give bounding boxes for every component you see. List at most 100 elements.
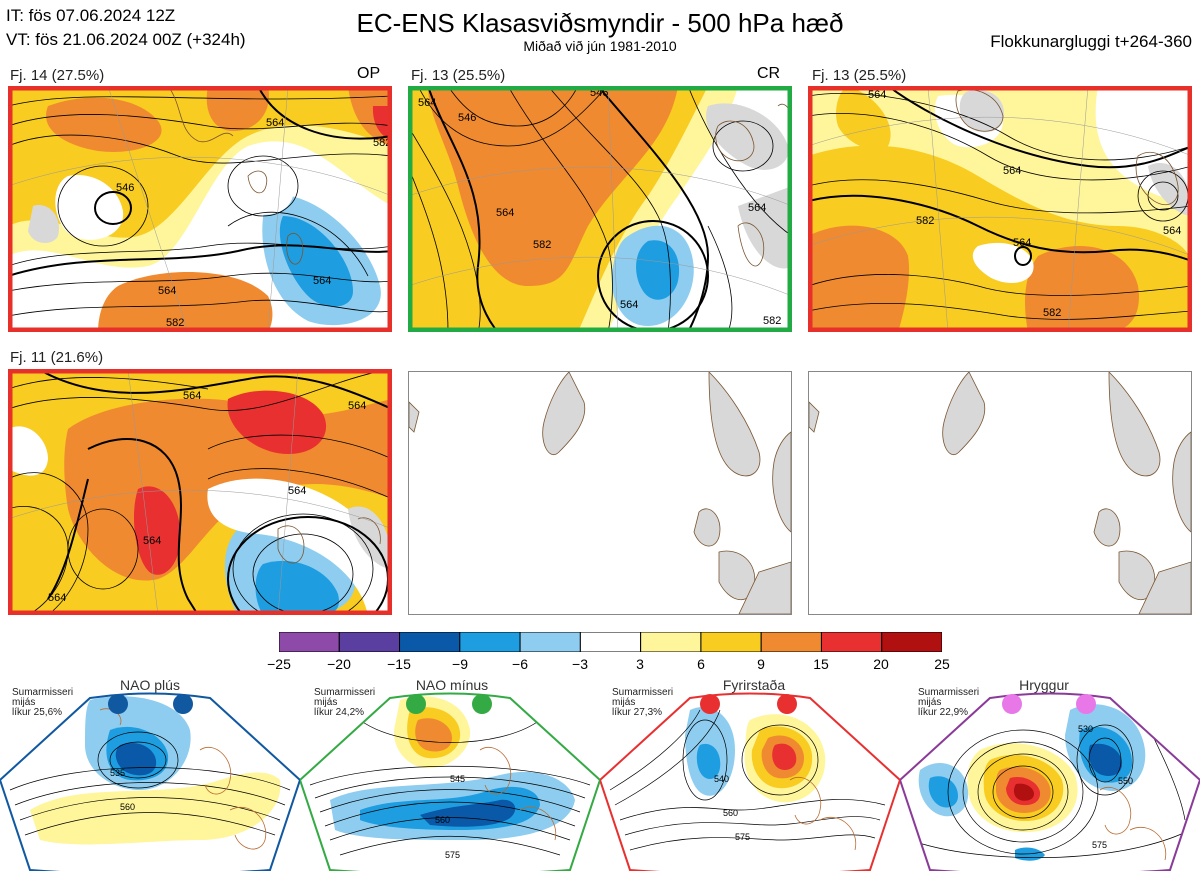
empty-map-2-svg bbox=[809, 372, 1191, 614]
regime-marker bbox=[1002, 694, 1022, 714]
contour-label: 560 bbox=[435, 815, 450, 825]
page-title: EC-ENS Klasasviðsmyndir - 500 hPa hæð bbox=[356, 8, 844, 38]
cluster-frame bbox=[808, 86, 1192, 332]
contour-label: 564 bbox=[1003, 165, 1021, 177]
colorbar-tick: −25 bbox=[267, 656, 291, 672]
colorbar-segment bbox=[820, 631, 883, 653]
regime-marker bbox=[777, 694, 797, 714]
contour-label: 564 bbox=[496, 207, 514, 219]
cluster-map-3-svg: 564 582 564 582 564 564 bbox=[808, 86, 1192, 332]
contour-label: 564 bbox=[313, 275, 331, 287]
colorbar-segment bbox=[338, 631, 401, 653]
regime-2-note: Sumarmisseri mijás líkur 24,2% bbox=[314, 687, 376, 718]
cluster-frame bbox=[8, 86, 392, 332]
regime-map-nao-minus: 545 560 575 bbox=[300, 692, 600, 871]
regime-4-name: Hryggur bbox=[1019, 677, 1069, 693]
regime-marker bbox=[700, 694, 720, 714]
regime-4-note: Sumarmisseri mijás líkur 22,9% bbox=[918, 687, 980, 718]
colorbar-svg bbox=[278, 631, 943, 653]
colorbar-tick: 15 bbox=[813, 656, 829, 672]
regime-1-note: Sumarmisseri mijás líkur 25,6% bbox=[12, 687, 74, 718]
colorbar-segment bbox=[278, 631, 340, 653]
contour-label: 530 bbox=[1078, 724, 1093, 734]
contour-label: 582 bbox=[916, 215, 934, 227]
cluster-map-4: 564 564 564 564 564 bbox=[8, 369, 392, 615]
colorbar-segment bbox=[459, 631, 521, 653]
contour-label: 564 bbox=[158, 285, 176, 297]
cluster-map-3: 564 582 564 582 564 564 bbox=[808, 86, 1192, 332]
colorbar-tick: −6 bbox=[512, 656, 528, 672]
contour-label: 550 bbox=[1118, 776, 1133, 786]
contour-label: 564 bbox=[48, 592, 66, 604]
contour-label: 582 bbox=[763, 315, 781, 327]
colorbar-tick: 20 bbox=[873, 656, 889, 672]
contour-label: 564 bbox=[348, 400, 366, 412]
cluster-map-1-svg: 546 564 564 582 564 582 bbox=[8, 86, 392, 332]
contour-label: 545 bbox=[450, 774, 465, 784]
contour-label: 564 bbox=[266, 117, 284, 129]
colorbar-segment bbox=[881, 631, 943, 653]
panel-1-tag: OP bbox=[357, 65, 381, 82]
contour-label: 540 bbox=[714, 774, 729, 784]
panel-3-label: Fj. 13 (25.5%) bbox=[812, 67, 907, 84]
empty-map-1 bbox=[408, 371, 792, 615]
contour-label: 564 bbox=[143, 535, 161, 547]
contour-label: 582 bbox=[373, 137, 391, 149]
contour-label: 582 bbox=[166, 317, 184, 329]
contour-label: 546 bbox=[458, 112, 476, 124]
regime-map-nao-plus: 535 560 bbox=[0, 692, 300, 871]
colorbar-segment bbox=[700, 631, 762, 653]
regime-marker bbox=[472, 694, 492, 714]
colorbar-segment bbox=[399, 631, 461, 653]
contour-label: 575 bbox=[1092, 840, 1107, 850]
colorbar-segment bbox=[760, 631, 822, 653]
classification-window: Flokkunargluggi t+264-360 bbox=[990, 32, 1192, 51]
colorbar-tick: 25 bbox=[934, 656, 950, 672]
regime-3-note: Sumarmisseri mijás líkur 27,3% bbox=[612, 687, 674, 718]
contour-label: 575 bbox=[735, 832, 750, 842]
empty-map-2 bbox=[808, 371, 1192, 615]
regime-marker bbox=[406, 694, 426, 714]
colorbar-tick: 9 bbox=[757, 656, 765, 672]
colorbar-segment bbox=[640, 631, 702, 653]
contour-label: 564 bbox=[183, 390, 201, 402]
regime-2-name: NAO mínus bbox=[415, 677, 489, 693]
regime-marker bbox=[1076, 694, 1096, 714]
contour-label: 564 bbox=[868, 89, 886, 101]
regime-3-name: Fyrirstaða bbox=[722, 677, 786, 693]
contour-label: 564 bbox=[620, 299, 638, 311]
panel-1-label: Fj. 14 (27.5%) bbox=[10, 67, 105, 84]
colorbar-tick: 6 bbox=[697, 656, 705, 672]
colorbar-segment bbox=[579, 631, 642, 653]
colorbar-tick: −20 bbox=[327, 656, 351, 672]
cluster-map-2: 546 564 582 564 564 582 546 564 bbox=[408, 86, 792, 332]
contour-label: 546 bbox=[116, 182, 134, 194]
contour-label: 564 bbox=[288, 485, 306, 497]
panel-2-tag: CR bbox=[757, 65, 781, 82]
contour-label: 582 bbox=[1043, 307, 1061, 319]
regime-map-ridge: 530 550 575 bbox=[900, 692, 1200, 871]
contour-label: 560 bbox=[120, 802, 135, 812]
contour-label: 582 bbox=[533, 239, 551, 251]
valid-time: VT: fös 21.06.2024 00Z (+324h) bbox=[6, 30, 246, 49]
contour-label: 535 bbox=[110, 768, 125, 778]
cluster-frame bbox=[8, 369, 392, 615]
cluster-frame bbox=[408, 86, 792, 332]
contour-label: 560 bbox=[723, 808, 738, 818]
colorbar-tick: 3 bbox=[636, 656, 644, 672]
page-subtitle: Miðað við jún 1981-2010 bbox=[523, 38, 677, 54]
colorbar-tick: −9 bbox=[452, 656, 468, 672]
contour-label: 564 bbox=[1163, 225, 1181, 237]
cluster-map-4-svg: 564 564 564 564 564 bbox=[8, 369, 392, 615]
regime-map-blocking: 540 560 575 bbox=[600, 692, 900, 871]
contour-label: 564 bbox=[748, 202, 766, 214]
init-time: IT: fös 07.06.2024 12Z bbox=[6, 6, 176, 25]
colorbar bbox=[278, 631, 943, 653]
contour-label: 575 bbox=[445, 850, 460, 860]
cluster-map-2-svg: 546 564 582 564 564 582 546 564 bbox=[408, 86, 792, 332]
panel-4-label: Fj. 11 (21.6%) bbox=[10, 349, 104, 366]
colorbar-segment bbox=[519, 631, 581, 653]
cluster-map-1: 546 564 564 582 564 582 bbox=[8, 86, 392, 332]
regime-1-name: NAO plús bbox=[120, 677, 180, 693]
contour-label: 564 bbox=[1013, 237, 1031, 249]
